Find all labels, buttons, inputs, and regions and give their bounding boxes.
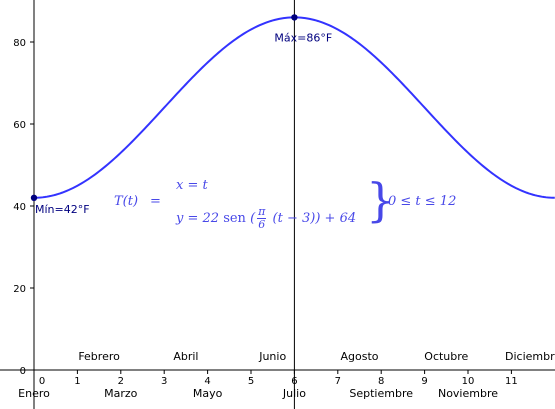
formula-frac-num: π bbox=[257, 205, 267, 219]
min-point bbox=[30, 194, 38, 201]
x-tick-label: 9 bbox=[421, 376, 427, 387]
max-point-label: Máx=86°F bbox=[274, 31, 332, 44]
y-tick-label: 0 bbox=[20, 366, 26, 377]
formula-y-suffix: + 64 bbox=[320, 211, 357, 226]
x-tick-label: 1 bbox=[74, 376, 80, 387]
x-tick-label: 3 bbox=[161, 376, 167, 387]
min-point-label: Mín=42°F bbox=[35, 203, 90, 216]
x-tick-label: 11 bbox=[505, 376, 518, 387]
y-tick-label: 60 bbox=[13, 120, 26, 131]
formula-frac-den: 6 bbox=[258, 218, 266, 231]
month-label: Abril bbox=[173, 350, 198, 363]
formula-equals: = bbox=[150, 194, 161, 209]
month-label: Agosto bbox=[340, 350, 378, 363]
y-tick-labels: 0 20 40 60 80 bbox=[13, 38, 34, 377]
month-label: Mayo bbox=[193, 387, 223, 400]
x-tick-label: 4 bbox=[204, 376, 210, 387]
y-tick-label: 80 bbox=[13, 38, 26, 49]
max-point bbox=[291, 14, 298, 21]
month-label: Marzo bbox=[104, 387, 138, 400]
month-label: Septiembre bbox=[349, 387, 413, 400]
month-labels: EneroFebreroMarzoAbrilMayoJunioJulioAgos… bbox=[18, 350, 555, 400]
month-label: Octubre bbox=[424, 350, 468, 363]
month-label: Noviembre bbox=[438, 387, 498, 400]
formula-domain: 0 ≤ t ≤ 12 bbox=[388, 194, 457, 209]
x-tick-label: 7 bbox=[335, 376, 341, 387]
x-tick-label: 10 bbox=[462, 376, 475, 387]
y-tick-label: 40 bbox=[13, 202, 26, 213]
x-tick-label: 2 bbox=[118, 376, 124, 387]
extreme-points: Mín=42°F Máx=86°F bbox=[30, 14, 332, 216]
month-label: Diciembre bbox=[505, 350, 555, 363]
formula-y-mid: (t − 3) bbox=[268, 211, 316, 226]
formula-x-line: x = t bbox=[176, 178, 208, 193]
formula-sen: sen bbox=[223, 211, 246, 226]
x-tick-label: 8 bbox=[378, 376, 384, 387]
month-label: Febrero bbox=[78, 350, 120, 363]
parametric-formula: T(t) = x = t y = 22 sen (π 6 (t − 3)) + 6… bbox=[112, 176, 472, 232]
formula-brace: } bbox=[366, 173, 396, 227]
x-tick-labels: 01234567891011 bbox=[33, 370, 518, 387]
formula-y-prefix: y = 22 bbox=[176, 211, 224, 226]
y-tick-label: 20 bbox=[13, 284, 26, 295]
x-tick-label: 5 bbox=[248, 376, 254, 387]
formula-name: T(t) bbox=[114, 194, 139, 209]
x-tick-label: 0 bbox=[39, 376, 45, 387]
month-label: Enero bbox=[18, 387, 50, 400]
month-label: Junio bbox=[258, 350, 286, 363]
formula-y-line: y = 22 sen (π 6 (t − 3)) + 64 bbox=[176, 205, 357, 231]
